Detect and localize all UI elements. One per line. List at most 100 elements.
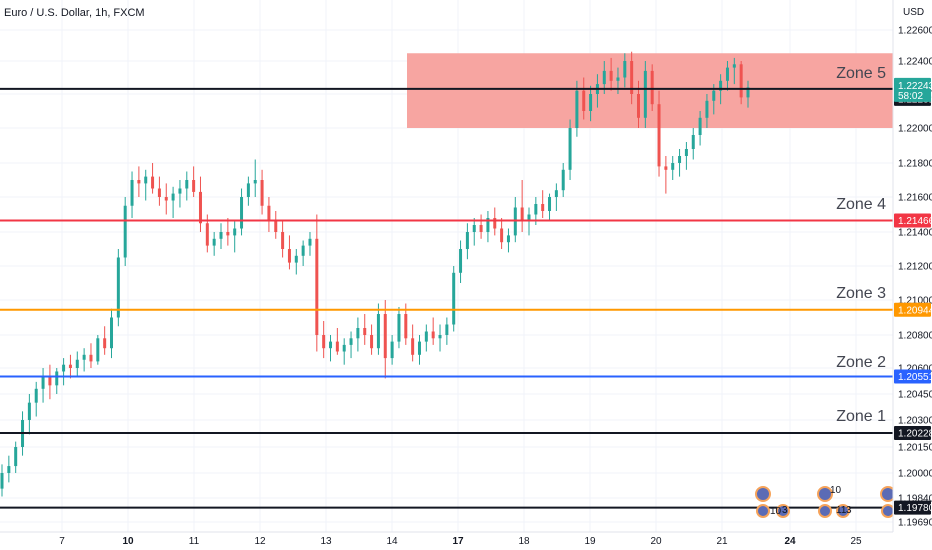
candle xyxy=(500,218,504,249)
candle xyxy=(274,211,278,239)
event-icon[interactable] xyxy=(818,504,832,518)
event-icon[interactable] xyxy=(776,504,790,518)
candle xyxy=(554,183,558,211)
candle xyxy=(212,232,216,256)
candle xyxy=(27,394,31,435)
y-tick-label: 1.21200 xyxy=(898,262,932,273)
y-tick-label: 1.22600 xyxy=(898,26,932,37)
candle xyxy=(568,119,572,180)
price-scale[interactable]: 1.226001.224001.222001.220001.218001.216… xyxy=(898,26,932,529)
event-icon[interactable] xyxy=(836,504,850,518)
candle xyxy=(459,240,463,283)
candle xyxy=(376,303,380,355)
candle xyxy=(198,176,202,232)
candle xyxy=(171,186,175,218)
candle xyxy=(725,61,729,91)
candle xyxy=(82,348,86,372)
candle xyxy=(472,218,476,246)
candle xyxy=(322,321,326,359)
candle xyxy=(41,368,45,403)
candle xyxy=(445,317,449,345)
candles xyxy=(0,51,750,497)
x-tick-label: 24 xyxy=(784,536,796,547)
candle xyxy=(691,128,695,160)
candle xyxy=(315,214,319,352)
x-tick-label: 18 xyxy=(518,536,530,547)
event-icon[interactable] xyxy=(755,486,771,502)
countdown-text: 58:02 xyxy=(898,91,923,102)
y-tick-label: 1.20150 xyxy=(898,443,932,454)
y-tick-label: 1.21000 xyxy=(898,296,932,307)
time-scale[interactable]: 7 10 11 12 13 14 17 18 19 20 21 24 25 xyxy=(59,536,862,547)
event-icon[interactable] xyxy=(881,504,895,518)
candle xyxy=(151,163,155,194)
candle xyxy=(609,57,613,91)
candle xyxy=(103,326,107,355)
x-tick-label: 11 xyxy=(189,536,200,547)
zone-level-text: 1.19780 xyxy=(898,503,932,514)
currency-label[interactable]: USD xyxy=(903,7,924,18)
candle xyxy=(260,169,264,215)
zone-label: Zone 4 xyxy=(836,196,886,213)
candle xyxy=(281,221,285,258)
x-tick-label: 14 xyxy=(386,536,398,547)
y-tick-label: 1.20000 xyxy=(898,469,932,480)
candle xyxy=(178,180,182,208)
candle xyxy=(541,190,545,218)
zone-level-text: 1.21466 xyxy=(898,216,932,227)
candle xyxy=(287,235,291,270)
zone-lines: Zone 5 Zone 4 Zone 3 Zone 2 Zone 1 xyxy=(0,65,893,509)
candle xyxy=(561,163,565,197)
candle xyxy=(424,324,428,352)
candle xyxy=(130,171,134,218)
candle xyxy=(192,166,196,197)
zone-label: Zone 1 xyxy=(836,408,886,425)
y-tick-label: 1.20450 xyxy=(898,390,932,401)
candle xyxy=(431,317,435,345)
candle xyxy=(417,335,421,365)
event-count: 10 xyxy=(770,506,782,517)
y-tick-label: 1.21600 xyxy=(898,193,932,204)
zone-label: Zone 5 xyxy=(836,65,886,82)
candle xyxy=(452,266,456,332)
candle xyxy=(506,228,510,253)
candle xyxy=(240,188,244,236)
current-price-text: 1.22243 xyxy=(898,81,932,92)
y-tick-label: 1.22400 xyxy=(898,57,932,68)
candle xyxy=(233,221,237,253)
candle xyxy=(219,223,223,249)
event-count: 3 xyxy=(782,505,788,516)
candle xyxy=(739,61,743,105)
x-tick-label: 10 xyxy=(122,536,134,547)
candle xyxy=(746,80,750,108)
candle xyxy=(246,176,250,206)
x-tick-label: 7 xyxy=(59,536,65,547)
x-tick-label: 17 xyxy=(452,536,464,547)
y-tick-label: 1.21800 xyxy=(898,159,932,170)
candle xyxy=(623,53,627,88)
event-icon[interactable] xyxy=(756,504,770,518)
candle xyxy=(116,249,120,327)
y-tick-label: 1.20800 xyxy=(898,331,932,342)
zone-5-box xyxy=(407,53,893,128)
candle xyxy=(589,85,593,122)
x-tick-label: 20 xyxy=(650,536,662,547)
candle xyxy=(438,324,442,352)
candle xyxy=(48,364,52,400)
candle xyxy=(62,358,66,386)
event-icon[interactable] xyxy=(817,486,833,502)
candle xyxy=(137,166,141,197)
price-badges: 1.222311.214661.209441.205511.202281.197… xyxy=(894,77,932,515)
candle xyxy=(96,335,100,365)
candle xyxy=(75,351,79,377)
candle xyxy=(678,149,682,177)
chart-title: Euro / U.S. Dollar, 1h, FXCM xyxy=(4,7,145,19)
zone-level-text: 1.20228 xyxy=(898,428,932,439)
y-tick-label: 1.20300 xyxy=(898,416,932,427)
candle xyxy=(157,176,161,206)
event-count: 10 xyxy=(830,485,842,496)
candle xyxy=(144,169,148,201)
candle xyxy=(294,249,298,275)
